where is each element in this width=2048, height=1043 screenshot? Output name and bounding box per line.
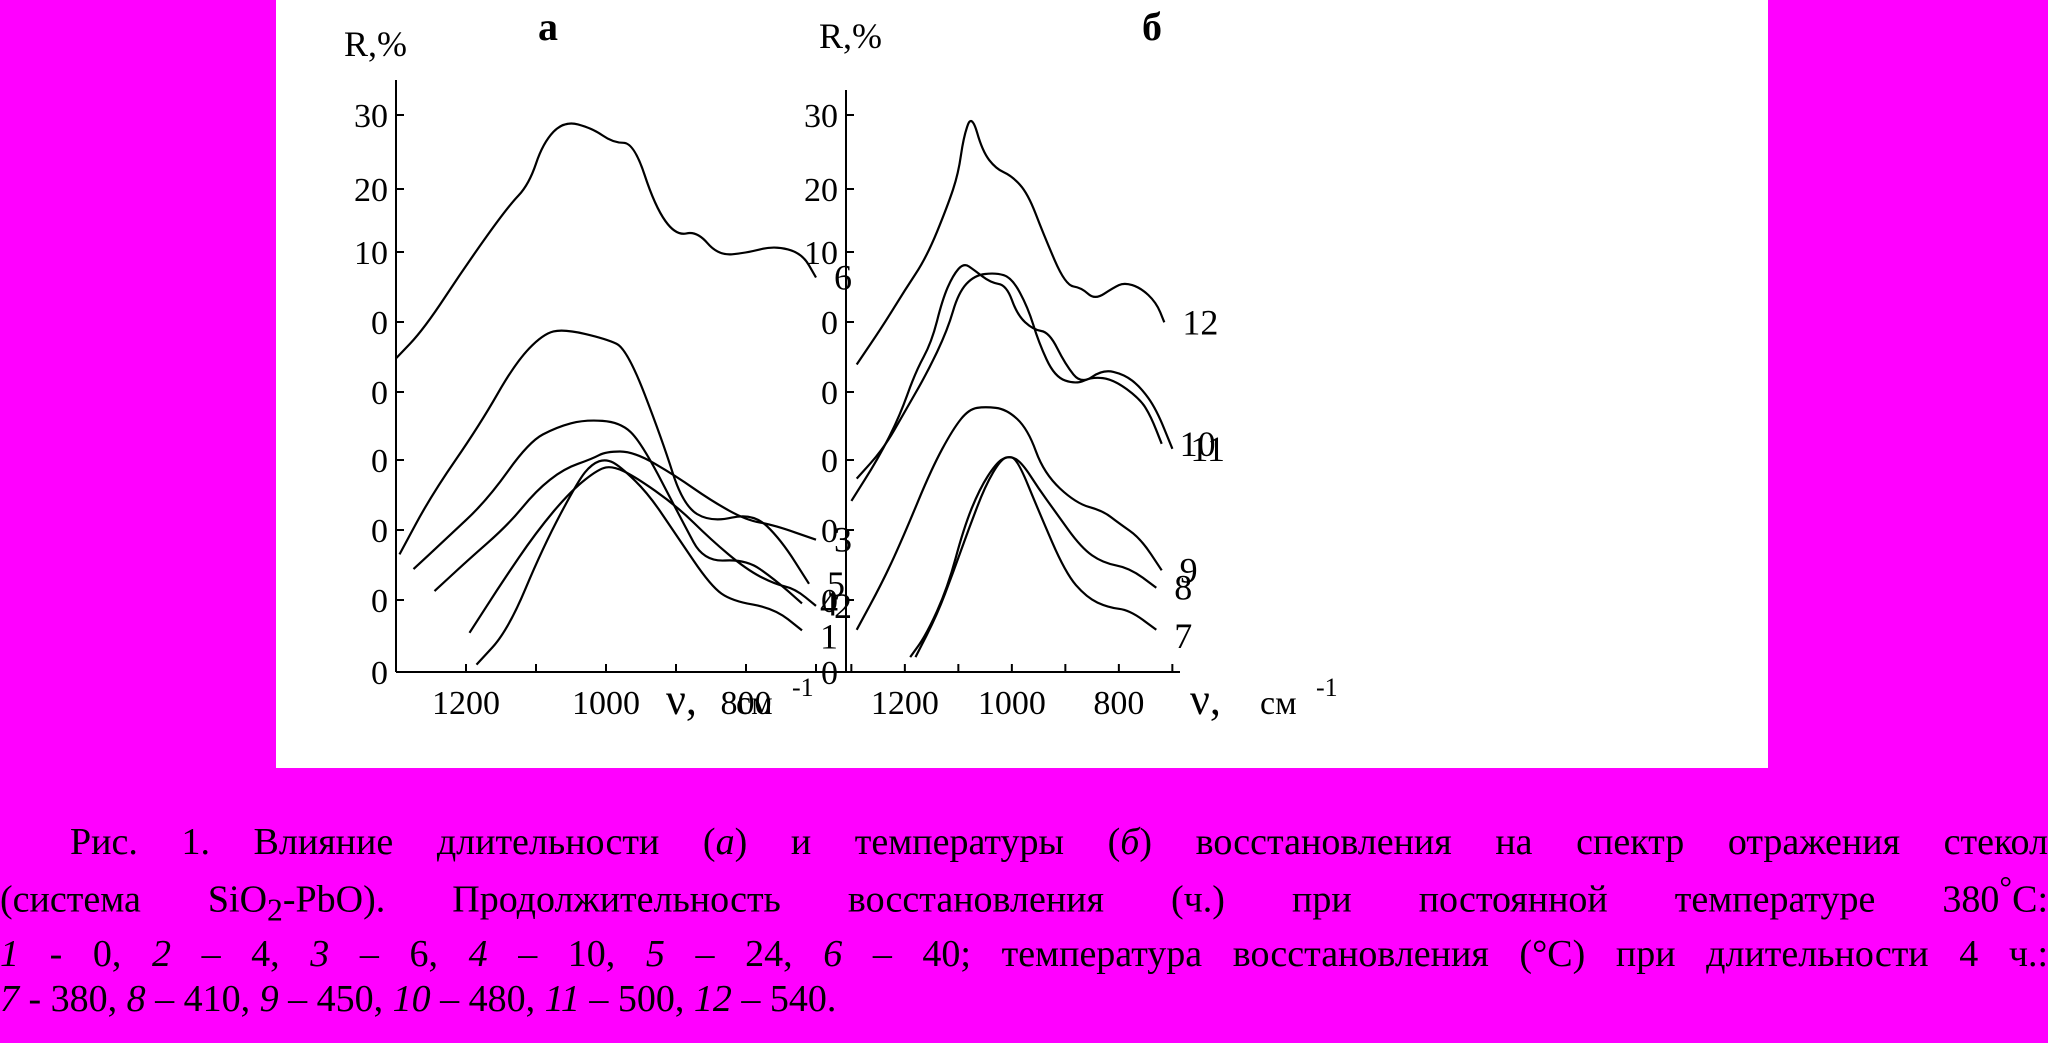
- y-tick-label: 0: [821, 655, 838, 692]
- panel-label: б: [1142, 4, 1162, 49]
- y-tick-label: 0: [371, 513, 388, 550]
- series-line-7: [909, 456, 1157, 658]
- caption-text: ) и температуры (: [734, 821, 1121, 863]
- caption-series-number: 6: [823, 933, 843, 976]
- series-line-4: [412, 419, 803, 605]
- series-line-2: [468, 466, 817, 634]
- y-tick-label: 20: [354, 172, 388, 209]
- series-label-8: 8: [1174, 568, 1192, 608]
- series-label-2: 2: [834, 586, 852, 626]
- y-tick-label: 0: [371, 583, 388, 620]
- y-tick-label: 0: [821, 305, 838, 342]
- caption-panel-b: б: [1120, 821, 1140, 863]
- series-line-5: [398, 329, 810, 585]
- caption-series-number: 4: [468, 933, 488, 976]
- x-tick-label: 1000: [978, 685, 1046, 722]
- y-tick-label: 10: [354, 235, 388, 272]
- x-tick-label: 800: [721, 685, 772, 722]
- caption-series-number: 5: [645, 933, 665, 976]
- caption-text: – 410,: [145, 978, 260, 1021]
- x-axis-unit: см: [1260, 685, 1297, 722]
- series-line-1: [475, 459, 803, 666]
- caption-text: – 10,: [487, 933, 646, 976]
- figure-caption: Рис. 1. Влияние длительности (а) и темпе…: [0, 820, 2048, 1043]
- series-line-12: [855, 119, 1166, 366]
- y-tick-label: 0: [821, 513, 838, 550]
- caption-text: С:: [2012, 878, 2048, 921]
- y-axis-label: R,%: [819, 16, 882, 56]
- x-axis-unit: см: [736, 685, 773, 722]
- caption-series-number: 1: [0, 933, 19, 976]
- caption-text: – 6,: [329, 933, 469, 976]
- caption-line-3: 1 - 0, 2 – 4, 3 – 6, 4 – 10, 5 – 24, 6 –…: [0, 932, 2048, 977]
- y-tick-label: 0: [821, 443, 838, 480]
- caption-text: – 450,: [278, 978, 393, 1021]
- y-axis-label: R,%: [344, 24, 407, 64]
- series-line-9: [855, 406, 1163, 631]
- series-line-6: [395, 122, 817, 360]
- series-label-6: 6: [834, 258, 852, 298]
- caption-text: – 480,: [430, 978, 545, 1021]
- y-tick-label: 30: [804, 98, 838, 135]
- caption-text: Рис. 1. Влияние длительности (: [70, 821, 716, 863]
- x-axis-symbol: ν,: [1190, 675, 1221, 724]
- panel-label: а: [538, 4, 558, 49]
- y-tick-label: 0: [371, 443, 388, 480]
- x-tick-label: 1200: [871, 685, 939, 722]
- caption-series-number: 11: [544, 978, 580, 1021]
- x-tick-label: 1200: [432, 685, 500, 722]
- caption-series-number: 2: [151, 933, 171, 976]
- x-tick-label: 1000: [572, 685, 640, 722]
- x-axis-unit-exponent: -1: [792, 673, 814, 702]
- y-tick-label: 10: [804, 235, 838, 272]
- series-label-9: 9: [1180, 550, 1198, 590]
- caption-subscript: 2: [267, 892, 283, 928]
- caption-text: – 500,: [579, 978, 694, 1021]
- caption-series-number: 8: [126, 978, 146, 1021]
- caption-series-number: 10: [392, 978, 431, 1021]
- caption-panel-a: а: [715, 821, 735, 863]
- series-label-1: 1: [820, 616, 838, 656]
- caption-line-1: Рис. 1. Влияние длительности (а) и темпе…: [0, 820, 2048, 865]
- caption-text: (система SiO: [0, 878, 268, 921]
- caption-series-number: 7: [0, 978, 19, 1021]
- series-line-8: [914, 456, 1157, 658]
- series-line-11: [850, 264, 1174, 502]
- x-axis-unit-exponent: -1: [1316, 673, 1338, 702]
- series-label-4: 4: [820, 583, 838, 623]
- caption-text: – 24,: [664, 933, 824, 976]
- series-label-11: 11: [1190, 429, 1225, 469]
- series-label-12: 12: [1182, 302, 1218, 342]
- y-tick-label: 0: [821, 583, 838, 620]
- series-label-5: 5: [827, 564, 845, 604]
- caption-text: -PbO). Продолжительность восстановления …: [282, 878, 2000, 921]
- caption-line-2: (система SiO2-PbO). Продолжительность во…: [0, 865, 2048, 932]
- y-tick-label: 20: [804, 172, 838, 209]
- series-line-3: [433, 450, 817, 592]
- caption-series-number: 9: [259, 978, 279, 1021]
- caption-degree: °: [1999, 870, 2013, 905]
- y-tick-label: 0: [371, 375, 388, 412]
- y-tick-label: 0: [371, 305, 388, 342]
- caption-text: - 380,: [19, 978, 127, 1021]
- y-tick-label: 0: [821, 375, 838, 412]
- caption-text: – 40; температура восстановления (°С) пр…: [842, 933, 2048, 976]
- y-tick-label: 30: [354, 98, 388, 135]
- caption-line-4: 7 - 380, 8 – 410, 9 – 450, 10 – 480, 11 …: [0, 977, 2048, 1022]
- x-axis-symbol: ν,: [666, 675, 697, 724]
- series-label-7: 7: [1174, 616, 1192, 656]
- caption-text: - 0,: [19, 933, 152, 976]
- caption-series-number: 3: [310, 933, 330, 976]
- caption-text: – 4,: [170, 933, 311, 976]
- y-tick-label: 0: [371, 655, 388, 692]
- figure-panel: 1200 1000 800 30 20 10 0 0 0 0 0 0 R,% ν, см -1 а 1 2 3 4 5 6 1…: [276, 0, 1768, 768]
- series-label-10: 10: [1180, 424, 1216, 464]
- caption-text: ) восстановления на спектр отражения сте…: [1139, 821, 2048, 863]
- caption-text: – 540.: [731, 978, 837, 1021]
- series-line-10: [855, 272, 1163, 480]
- x-tick-label: 800: [1093, 685, 1144, 722]
- caption-series-number: 12: [693, 978, 732, 1021]
